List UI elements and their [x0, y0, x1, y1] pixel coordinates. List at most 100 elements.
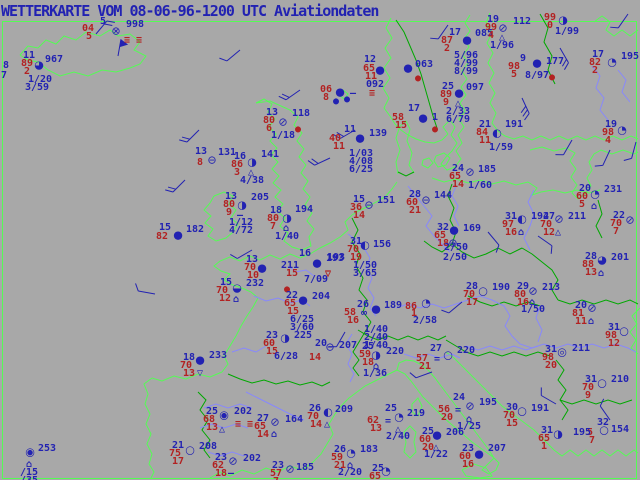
station-text: 206	[446, 427, 465, 438]
wind-barb	[219, 49, 241, 62]
station-text: 2/40	[364, 332, 389, 343]
station-text: 70	[244, 262, 257, 273]
station-text: 65	[254, 421, 267, 432]
cloud-cover-symbol: ◑	[280, 331, 290, 345]
wind-barb	[610, 13, 629, 29]
station-text: 21	[479, 119, 492, 130]
station-text: 15	[395, 120, 408, 131]
station-text: 29	[517, 281, 530, 292]
station-text: 57	[416, 353, 429, 364]
cloud-cover-symbol: ⊘	[285, 462, 295, 476]
cloud-cover-symbol: ◔	[394, 410, 404, 424]
station-text: 11	[23, 50, 36, 61]
station-text: 16	[517, 297, 530, 308]
station-text: 57	[270, 468, 283, 479]
station-text: 31	[350, 236, 363, 247]
cloud-cover-symbol: ●	[298, 293, 308, 307]
station-text: 220	[386, 346, 405, 357]
station-text: 21	[334, 460, 347, 471]
station-text: 6	[266, 123, 273, 134]
cloud-cover-symbol: ⊘	[554, 212, 564, 226]
cloud-cover-symbol: ⊘	[465, 165, 475, 179]
station-text: 65	[434, 230, 447, 241]
cloud-cover-symbol: ◕	[34, 58, 44, 72]
station-text: △	[433, 442, 440, 453]
station-text: 9	[520, 53, 527, 64]
cloud-cover-symbol: ●	[257, 261, 267, 275]
station-text: ⌂	[271, 429, 278, 440]
station-text: 189	[384, 300, 403, 311]
station-text: 1/60	[468, 180, 493, 191]
station-text: 12	[608, 338, 621, 349]
cloud-cover-symbol: ⊘	[587, 301, 597, 315]
station-text: ●	[295, 124, 302, 135]
station-text: 15	[286, 268, 299, 279]
station-text: 14	[452, 179, 465, 190]
station-text: 32	[437, 222, 450, 233]
station-text: 27	[257, 413, 270, 424]
station-text: 32	[597, 417, 610, 428]
wind-barb	[487, 231, 500, 253]
station-text: 23	[462, 443, 475, 454]
wind-barb	[559, 47, 569, 70]
station-text: 28	[466, 281, 479, 292]
station-text: ⌂	[588, 316, 595, 327]
cloud-cover-symbol: ◑	[247, 155, 257, 169]
cloud-cover-symbol: ⊖	[421, 193, 431, 207]
wind-barb	[165, 179, 186, 193]
station-text: 1	[432, 112, 439, 123]
station-text: ⌂	[529, 297, 536, 308]
station-text: 20	[575, 300, 588, 311]
cloud-cover-symbol: ⊘	[278, 115, 288, 129]
station-text: 5	[579, 199, 586, 210]
station-text: 98	[542, 352, 555, 363]
station-text: 31	[541, 425, 554, 436]
station-text: ⌂	[233, 294, 240, 305]
station-text: 86	[231, 159, 244, 170]
wind-barb	[278, 89, 301, 101]
station-text: 25	[385, 403, 398, 414]
cloud-cover-symbol: ◎	[557, 345, 567, 359]
station-text: 28	[409, 189, 422, 200]
station-text: 70	[180, 360, 193, 371]
station-text: ⌂	[26, 459, 33, 470]
station-text: 1/20	[28, 74, 53, 85]
station-text: 16	[347, 315, 360, 326]
station-text: △	[248, 167, 255, 178]
station-text: 25	[442, 81, 455, 92]
cloud-cover-symbol: ⊘	[498, 21, 508, 35]
station-text: ●	[549, 72, 556, 83]
station-text: 20	[579, 183, 592, 194]
station-text: 211	[281, 260, 300, 271]
station-text: 1/03	[349, 148, 374, 159]
station-text: 8/99	[454, 66, 479, 77]
station-text: 26	[357, 299, 370, 310]
cloud-cover-symbol: ○	[619, 324, 629, 338]
station-text: /15	[20, 467, 39, 478]
station-text: 98	[508, 61, 521, 72]
station-text: 15	[506, 418, 519, 429]
wind-barb	[328, 331, 346, 348]
station-text: —	[228, 468, 235, 479]
station-text: 80	[263, 115, 276, 126]
station-text: 20	[422, 442, 435, 453]
station-text: 25	[362, 341, 375, 352]
wind-barb	[599, 398, 611, 421]
station-text: 213	[542, 282, 561, 293]
station-text: 80	[514, 289, 527, 300]
station-text: 97	[502, 219, 515, 230]
station-text: 164	[285, 414, 304, 425]
station-text: 4/08	[349, 156, 374, 167]
cloud-cover-symbol: ◕	[597, 253, 607, 267]
station-text: 154	[611, 424, 630, 435]
station-text: 207	[488, 443, 507, 454]
station-text: 151	[377, 195, 396, 206]
station-text: 56	[438, 404, 451, 415]
station-text: 17	[172, 456, 185, 467]
wind-barb	[179, 129, 200, 143]
station-text: 70	[503, 410, 516, 421]
station-text: 58	[392, 112, 405, 123]
station-text: 2	[444, 43, 451, 54]
station-text: 13	[370, 423, 383, 434]
cloud-cover-symbol: ●	[312, 256, 322, 270]
